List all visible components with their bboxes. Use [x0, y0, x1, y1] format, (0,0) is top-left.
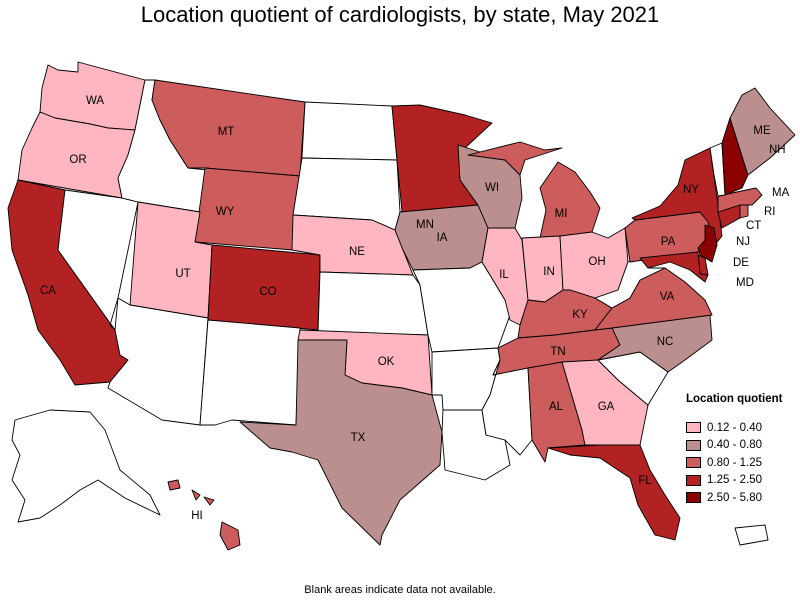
state-label-ca: CA	[40, 285, 56, 297]
state-wv	[594, 257, 666, 309]
state-tx	[239, 339, 443, 546]
legend-swatch	[686, 422, 701, 434]
state-wy	[194, 167, 301, 251]
state-label-wa: WA	[86, 95, 104, 107]
legend-swatch	[686, 492, 701, 504]
state-label-pa: PA	[661, 236, 676, 248]
legend-item: 0.12 - 0.40	[686, 419, 798, 437]
state-label-mt: MT	[218, 126, 235, 138]
state-label-tx: TX	[351, 432, 366, 444]
state-label-ok: OK	[378, 356, 395, 368]
state-label-or: OR	[69, 154, 86, 166]
state-label-nj: NJ	[736, 236, 750, 248]
legend-title: Location quotient	[686, 393, 783, 405]
legend-label: 1.25 - 2.50	[707, 474, 762, 487]
state-label-hi: HI	[191, 510, 203, 522]
map-title: Location quotient of cardiologists, by s…	[140, 2, 660, 27]
legend-label: 0.40 - 0.80	[707, 439, 762, 452]
legend-item: 1.25 - 2.50	[686, 472, 798, 490]
state-me	[729, 87, 796, 176]
state-label-ut: UT	[175, 268, 190, 280]
state-label-ne: NE	[349, 246, 365, 258]
legend: Location quotient 0.12 - 0.40 0.40 - 0.8…	[686, 393, 798, 507]
state-label-va: VA	[660, 291, 675, 303]
state-label-co: CO	[259, 286, 276, 298]
legend-swatch	[686, 474, 701, 486]
state-nh	[721, 117, 749, 196]
state-ms	[481, 359, 533, 456]
state-label-mn: MN	[416, 219, 434, 231]
state-label-al: AL	[549, 401, 564, 413]
legend-label: 0.12 - 0.40	[707, 421, 762, 434]
state-label-md: MD	[736, 277, 754, 289]
state-nc	[597, 314, 713, 373]
state-label-ri: RI	[764, 206, 776, 218]
state-nj	[697, 224, 718, 263]
legend-item: 0.40 - 0.80	[686, 437, 798, 455]
state-nd	[301, 101, 398, 161]
state-label-de: DE	[733, 257, 749, 269]
state-label-ct: CT	[746, 220, 761, 232]
state-mi	[467, 141, 601, 239]
state-label-wy: WY	[216, 206, 235, 218]
state-vt	[709, 142, 726, 197]
legend-label: 2.50 - 5.80	[707, 491, 762, 504]
state-label-il: IL	[499, 269, 509, 281]
state-label-mi: MI	[555, 208, 568, 220]
state-label-fl: FL	[638, 475, 652, 487]
state-label-wi: WI	[485, 182, 499, 194]
legend-item: 2.50 - 5.80	[686, 489, 798, 507]
legend-label: 0.80 - 1.25	[707, 456, 762, 469]
state-label-ky: KY	[572, 309, 588, 321]
state-label-nh: NH	[769, 144, 786, 156]
legend-swatch	[686, 439, 701, 451]
state-md	[639, 251, 709, 283]
state-ma	[717, 187, 763, 213]
state-label-ga: GA	[598, 401, 615, 413]
state-pr	[734, 524, 769, 546]
legend-item: 0.80 - 1.25	[686, 454, 798, 472]
state-label-oh: OH	[588, 256, 605, 268]
state-label-ny: NY	[683, 184, 699, 196]
state-label-ma: MA	[772, 187, 790, 199]
state-label-tn: TN	[550, 346, 565, 358]
state-label-nc: NC	[657, 336, 674, 348]
state-ks	[317, 271, 429, 336]
state-ak	[11, 409, 161, 523]
state-il	[481, 227, 529, 326]
state-nm	[199, 319, 301, 426]
state-label-me: ME	[753, 125, 771, 137]
state-label-ia: IA	[437, 232, 448, 244]
state-fl	[547, 444, 681, 541]
legend-swatch	[686, 457, 701, 469]
state-hi	[167, 479, 241, 551]
footnote: Blank areas indicate data not available.	[304, 584, 496, 596]
state-label-in: IN	[543, 266, 555, 278]
